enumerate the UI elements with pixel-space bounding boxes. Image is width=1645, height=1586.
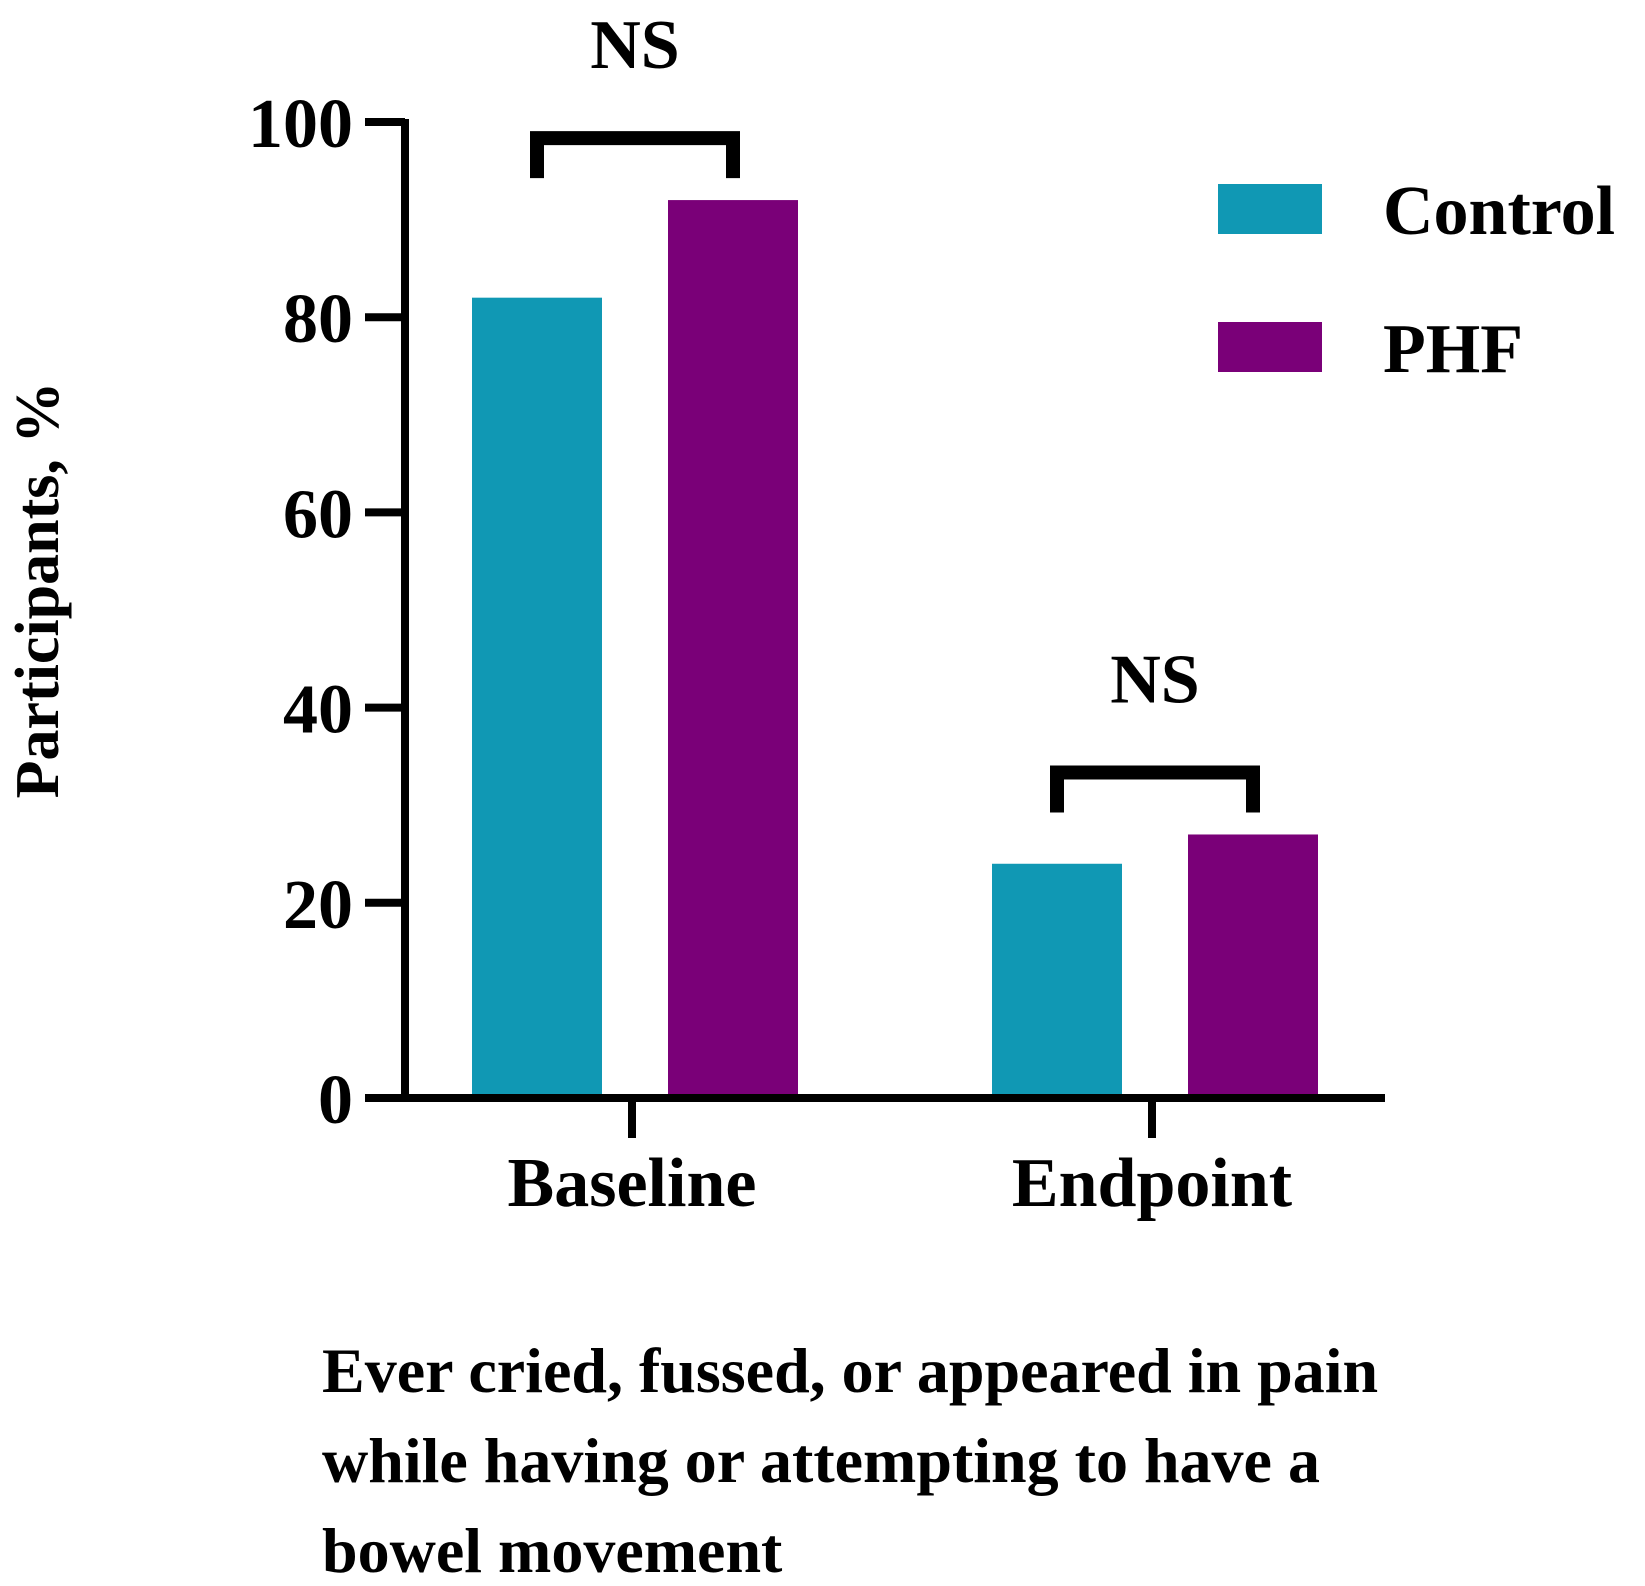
y-tick-label-20: 20 (283, 867, 353, 944)
legend-label-control: Control (1383, 173, 1615, 250)
y-tick-label-0: 0 (318, 1062, 353, 1139)
caption-line-3: bowel movement (322, 1515, 783, 1586)
y-tick-label-40: 40 (283, 672, 353, 749)
bars-group (472, 200, 1318, 1098)
axes-group (401, 119, 1385, 1102)
significance-group: NS NS (530, 7, 1260, 813)
x-tick-label-endpoint: Endpoint (1012, 1145, 1292, 1222)
significance-bracket-baseline (530, 131, 740, 179)
bar-phf-endpoint (1188, 834, 1318, 1098)
y-tick-label-80: 80 (283, 281, 353, 358)
significance-label-baseline: NS (590, 7, 679, 84)
significance-label-endpoint: NS (1110, 641, 1199, 718)
caption-line-1: Ever cried, fussed, or appeared in pain (322, 1335, 1378, 1406)
caption-line-2: while having or attempting to have a (322, 1425, 1320, 1496)
chart-caption: Ever cried, fussed, or appeared in pain w… (322, 1335, 1378, 1586)
legend-swatch-control (1218, 184, 1322, 234)
y-tick-label-100: 100 (248, 86, 353, 163)
bar-control-endpoint (992, 863, 1122, 1098)
x-tick-label-baseline: Baseline (508, 1145, 757, 1222)
legend-label-phf: PHF (1383, 311, 1523, 388)
significance-bracket-endpoint (1050, 765, 1260, 813)
y-axis-label: Participants, % (4, 382, 72, 799)
ticks-group: 0 20 40 60 80 100 Baseline Endpoint (248, 86, 1292, 1222)
legend-swatch-phf (1218, 322, 1322, 372)
legend: Control PHF (1218, 173, 1615, 388)
bar-phf-baseline (668, 200, 798, 1098)
y-tick-label-60: 60 (283, 476, 353, 553)
bar-control-baseline (472, 297, 602, 1098)
